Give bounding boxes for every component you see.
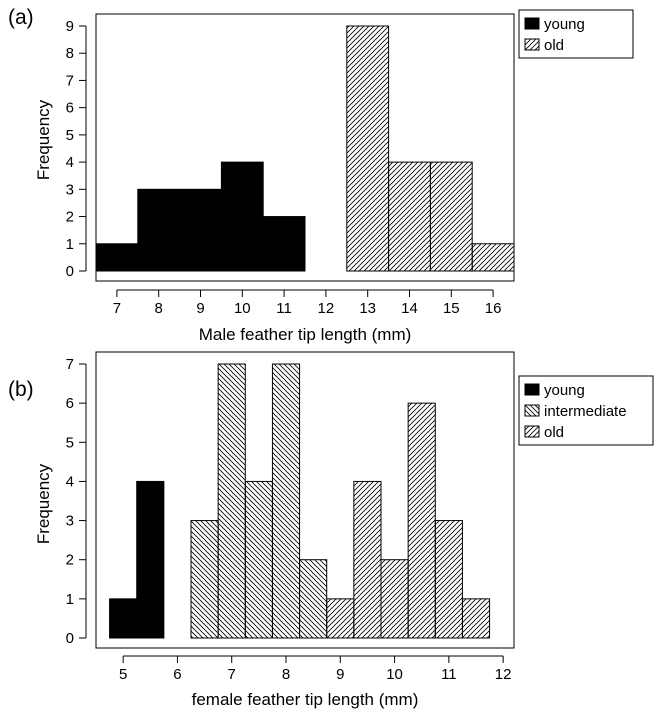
bar-old-5 [461,598,491,639]
panel-b-label: (b) [8,378,34,401]
panel-b-y-axis-title: Frequency [34,463,53,544]
legend-box [518,375,654,446]
y-tick-label: 5 [66,127,74,144]
y-tick-label: 0 [66,263,74,280]
x-tick-label: 8 [282,666,290,683]
bar-old-1 [388,161,431,272]
bar-young-3 [220,161,264,272]
bar-old-4 [434,520,463,639]
y-tick-label: 7 [66,72,74,89]
panel-a-label: (a) [8,6,34,29]
y-tick-label: 8 [66,45,74,62]
panel-a-bars [95,25,515,272]
x-tick-label: 14 [401,300,418,317]
panel-a-x-axis-title: Male feather tip length (mm) [199,325,412,344]
x-tick-label: 12 [318,300,335,317]
bar-young-4 [262,216,306,272]
y-tick-label: 9 [66,18,74,35]
legend-swatch-young [524,383,540,396]
legend-swatch-old [524,425,540,438]
panel-b-legend: young intermediate old [518,375,654,446]
panel-b-histogram: (b) Frequency female feather tip length … [8,351,654,709]
bar-intermediate-2 [244,480,273,639]
plot-frame [95,351,515,649]
x-tick-label: 7 [113,300,121,317]
bar-young-1 [137,188,181,272]
panel-a-y-axis-title: Frequency [34,99,53,180]
panel-a-histogram: (a) Frequency Male feather tip length (m… [8,6,634,344]
x-tick-label: 11 [441,666,457,683]
plot-frame [95,13,515,282]
x-tick-label: 9 [196,300,204,317]
x-tick-label: 11 [276,300,292,317]
bar-old-1 [353,480,382,639]
y-tick-label: 0 [66,630,74,647]
bar-old-2 [429,161,473,272]
panel-a-legend: young old [518,9,634,59]
legend-swatch-old [524,38,540,51]
legend-label-old: old [544,37,564,54]
panel-b-bars [109,363,491,639]
legend-swatch-intermediate [524,404,540,417]
panel-b-x-axis-title: female feather tip length (mm) [192,690,419,709]
y-tick-label: 4 [66,473,74,490]
x-tick-label: 12 [495,666,512,683]
y-tick-label: 4 [66,154,74,171]
x-tick-label: 9 [336,666,344,683]
legend-swatch-young [524,17,540,30]
bar-old-0 [346,25,390,272]
legend-label-old: old [544,424,564,441]
x-tick-label: 8 [155,300,163,317]
bar-old-0 [326,598,355,639]
y-tick-label: 7 [66,356,74,373]
legend-label-intermediate: intermediate [544,403,627,420]
x-tick-label: 10 [234,300,251,317]
x-tick-label: 15 [443,300,460,317]
bar-intermediate-0 [190,520,219,639]
bar-old-2 [380,559,409,639]
x-tick-label: 6 [173,666,181,683]
bar-young-2 [179,188,222,272]
x-tick-label: 16 [485,300,502,317]
y-tick-label: 6 [66,395,74,412]
y-tick-label: 3 [66,181,74,198]
bar-intermediate-1 [217,363,246,639]
bar-young-0 [109,598,138,639]
x-tick-label: 5 [119,666,127,683]
legend-label-young: young [544,382,585,399]
bar-young-1 [136,480,165,639]
y-tick-label: 5 [66,434,74,451]
y-tick-label: 1 [66,591,74,608]
x-tick-label: 13 [359,300,376,317]
y-tick-label: 3 [66,513,74,530]
x-tick-label: 10 [386,666,403,683]
bar-intermediate-4 [299,559,328,639]
y-tick-label: 2 [66,552,74,569]
bar-intermediate-3 [271,363,301,639]
bar-young-0 [95,243,139,272]
y-tick-label: 6 [66,100,74,117]
bar-old-3 [407,402,436,639]
legend-label-young: young [544,16,585,33]
y-tick-label: 1 [66,236,74,253]
y-tick-label: 2 [66,209,74,226]
x-tick-label: 7 [228,666,236,683]
bar-old-3 [471,243,515,272]
